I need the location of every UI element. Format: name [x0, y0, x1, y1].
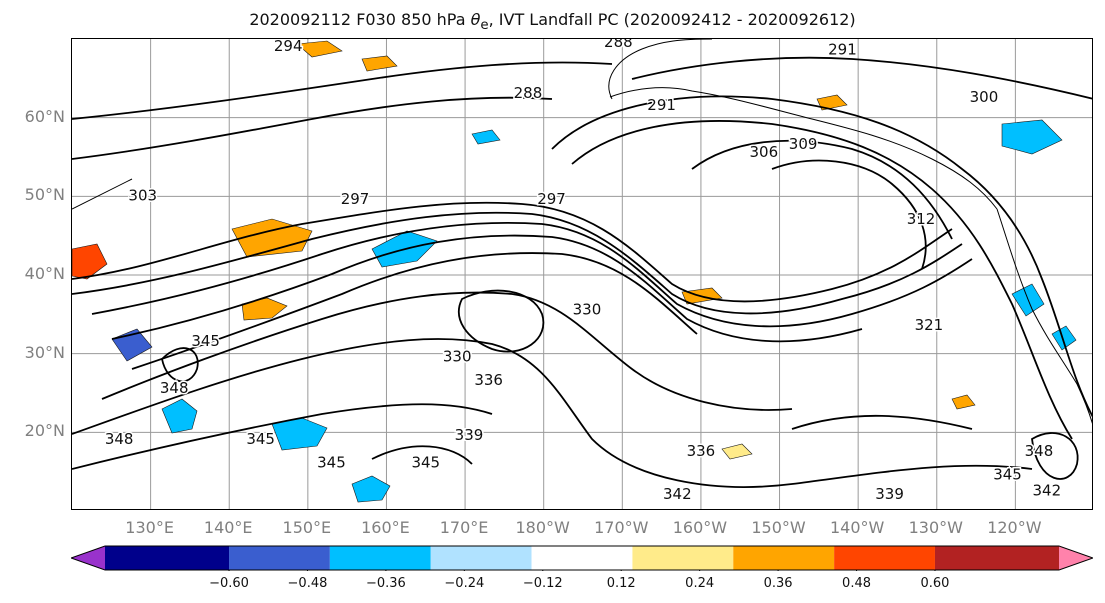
latitude-label: 50°N [24, 185, 65, 205]
contour-label: 345 [993, 466, 1022, 484]
longitude-label: 160°E [361, 518, 410, 537]
colorbar-segment [934, 546, 1059, 570]
contour-label: 345 [191, 332, 220, 350]
colorbar-tick-label: −0.48 [287, 576, 328, 591]
contour-label: 297 [537, 190, 566, 208]
colorbar-segment [229, 546, 330, 570]
colorbar-segment [329, 546, 431, 570]
longitude-label: 140°W [829, 518, 885, 537]
colorbar-tick-label: 0.24 [685, 576, 715, 591]
latitude-label: 40°N [24, 264, 65, 283]
graticule [72, 39, 1092, 509]
colorbar-segment [733, 546, 835, 570]
colorbar-extend-high [1059, 546, 1093, 570]
longitude-label: 150°E [282, 518, 332, 537]
colorbar-outline [71, 545, 1093, 571]
contour-label: 348 [105, 430, 134, 448]
colorbar-tick-label: −0.36 [365, 576, 406, 591]
contour-label: 297 [341, 190, 370, 208]
colorbar [71, 545, 1093, 571]
figure-title: 2020092112 F030 850 hPa θe, IVT Landfall… [249, 10, 856, 34]
colorbar-tick-label: −0.24 [444, 576, 485, 591]
contour-label: 336 [687, 442, 716, 460]
map-panel: 294 288 291 288 291 300 306 309 297 297 303 312 330 3… [71, 38, 1093, 510]
latitude-label: 60°N [24, 106, 65, 126]
contour-label: 288 [604, 39, 633, 51]
colorbar-tick-label: 0.36 [763, 576, 793, 591]
contour-label: 330 [573, 300, 602, 318]
contour-label: 342 [1033, 481, 1062, 499]
contour-label: 321 [915, 316, 944, 334]
contour-label: 303 [128, 186, 157, 204]
longitude-label: 140°E [203, 518, 253, 537]
contour-label: 300 [970, 88, 999, 106]
theta-e-contours [72, 56, 1092, 488]
longitude-label: 170°E [439, 518, 489, 537]
colorbar-segment [430, 546, 532, 570]
contour-label: 336 [474, 371, 503, 389]
colorbar-tick-label: −0.12 [522, 576, 563, 591]
contour-label: 288 [514, 84, 543, 102]
contour-label: 342 [663, 485, 692, 503]
contour-label: 309 [789, 135, 818, 153]
contour-label: 294 [274, 39, 303, 55]
contour-label: 291 [647, 96, 676, 114]
longitude-label: 120°W [987, 518, 1042, 537]
colorbar-tick-label: 0.12 [606, 576, 636, 591]
contour-label: 291 [828, 41, 857, 59]
colorbar-segment [531, 546, 633, 570]
contour-label: 345 [411, 454, 440, 472]
contour-label: 345 [246, 430, 275, 448]
colorbar-segment [632, 546, 734, 570]
colorbar-tick-label: 0.48 [842, 576, 871, 591]
colorbar-segment [105, 546, 230, 570]
longitude-label: 180°W [515, 518, 570, 537]
contour-label: 348 [1025, 442, 1054, 460]
contour-label: 312 [907, 210, 936, 228]
pc-shading [72, 40, 1077, 503]
latitude-label: 20°N [24, 421, 65, 441]
contour-label: 345 [317, 454, 346, 472]
coastlines [72, 39, 1092, 424]
longitude-label: 130°E [125, 518, 174, 537]
longitude-label: 130°W [908, 518, 963, 537]
colorbar-extend-low [71, 546, 105, 570]
longitude-label: 160°W [672, 518, 728, 537]
contour-label: 339 [875, 485, 904, 503]
contour-label: 339 [455, 426, 484, 444]
contour-label: 348 [160, 379, 189, 397]
colorbar-tick-label: 0.60 [920, 576, 950, 591]
contour-label: 330 [443, 348, 472, 366]
longitude-label: 170°W [594, 518, 649, 537]
longitude-label: 150°W [751, 518, 806, 537]
contour-label: 306 [749, 143, 778, 161]
latitude-label: 30°N [24, 342, 65, 362]
colorbar-segment [834, 546, 935, 570]
colorbar-tick-label: −0.60 [209, 576, 249, 591]
